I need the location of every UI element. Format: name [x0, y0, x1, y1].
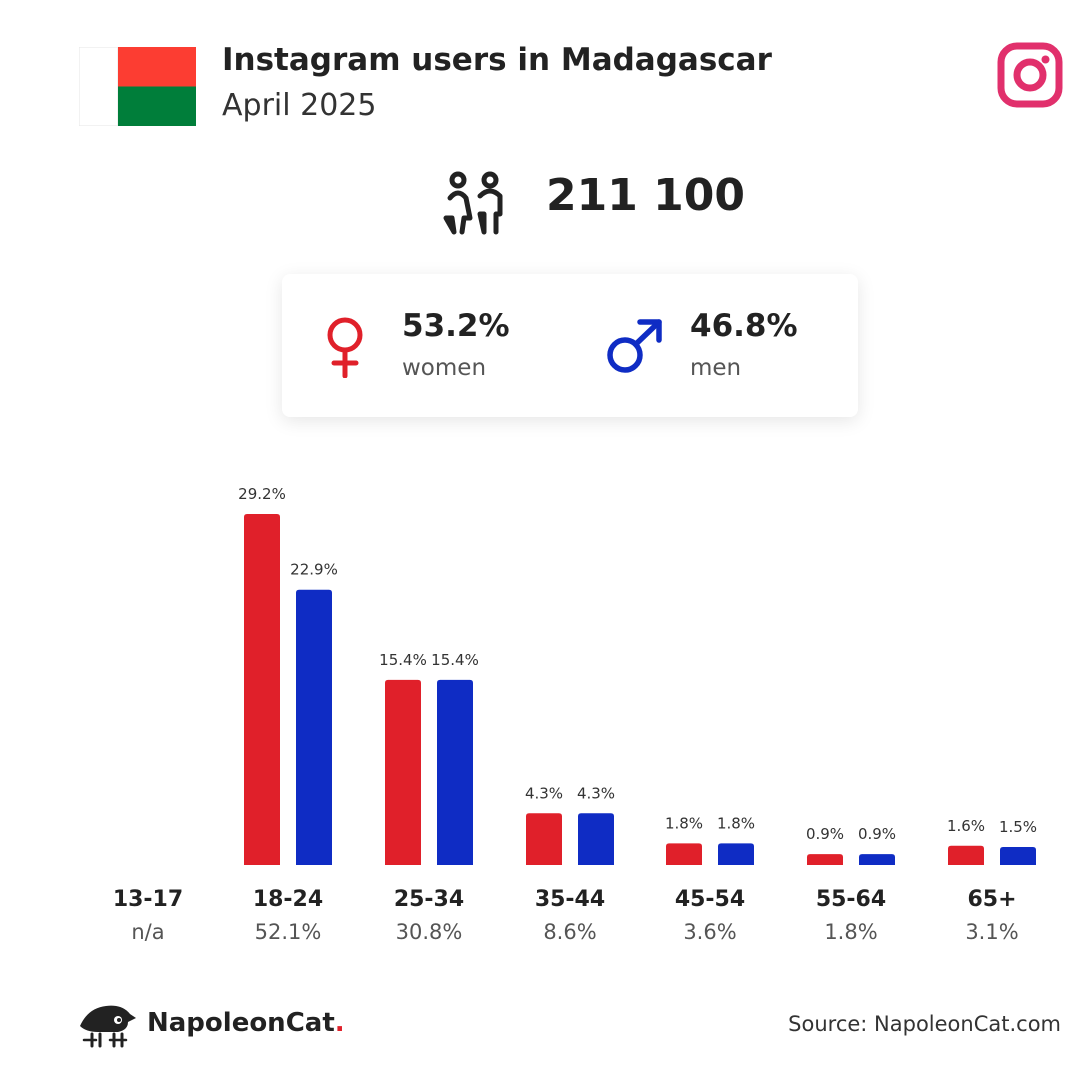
brand-dot: .	[334, 1008, 345, 1038]
data-label: 15.4%	[379, 651, 427, 669]
data-label: 1.8%	[717, 814, 755, 832]
brand-name[interactable]: NapoleonCat.	[147, 1008, 345, 1038]
bar-men-65+	[1000, 846, 1036, 865]
category-label: 13-17	[113, 887, 183, 912]
instagram-icon[interactable]	[997, 42, 1063, 108]
data-label: 0.9%	[806, 825, 844, 843]
category-total: n/a	[131, 920, 164, 944]
bar-women-65+	[948, 845, 984, 865]
gender-card: 53.2% women 46.8% men	[282, 274, 858, 417]
napoleoncat-logo-icon	[80, 1005, 136, 1048]
bar-men-45-54	[718, 843, 754, 865]
category-total: 1.8%	[824, 920, 877, 944]
data-label: 1.6%	[947, 817, 985, 835]
category-total: 3.6%	[683, 920, 736, 944]
category-total: 8.6%	[543, 920, 596, 944]
total-users-value: 211 100	[546, 170, 746, 221]
data-label: 0.9%	[858, 825, 896, 843]
data-label: 4.3%	[577, 784, 615, 802]
bar-women-18-24	[244, 514, 280, 865]
data-label: 29.2%	[238, 485, 286, 503]
women-label: women	[402, 355, 487, 381]
madagascar-flag-icon	[79, 47, 196, 126]
category-total: 30.8%	[396, 920, 463, 944]
source-text: Source: NapoleonCat.com	[788, 1012, 1061, 1036]
data-label: 15.4%	[431, 651, 479, 669]
bar-men-55-64	[859, 854, 895, 865]
page-subtitle: April 2025	[222, 88, 377, 123]
bar-women-35-44	[526, 813, 562, 865]
data-label: 4.3%	[525, 784, 563, 802]
brand-text: NapoleonCat	[147, 1008, 335, 1038]
category-label: 35-44	[535, 887, 605, 912]
women-percentage: 53.2%	[402, 308, 510, 344]
men-percentage: 46.8%	[690, 308, 798, 344]
bar-men-18-24	[296, 589, 332, 865]
category-label: 45-54	[675, 887, 745, 912]
data-label: 1.5%	[999, 818, 1037, 836]
male-symbol-icon	[607, 319, 662, 373]
bar-women-45-54	[666, 843, 702, 865]
data-label: 22.9%	[290, 561, 338, 579]
category-total: 52.1%	[255, 920, 322, 944]
bar-men-35-44	[578, 813, 614, 865]
age-gender-bar-chart: 13-17 n/a 29.2% 22.9% 18-24 52.1% 15.4% 15.4% 25…	[113, 485, 1037, 944]
page-title: Instagram users in Madagascar	[222, 42, 772, 78]
bar-women-25-34	[385, 679, 421, 865]
category-total: 3.1%	[965, 920, 1018, 944]
category-label: 18-24	[253, 887, 323, 912]
category-label: 55-64	[816, 887, 886, 912]
bar-men-25-34	[437, 679, 473, 865]
category-label: 65+	[967, 887, 1016, 912]
female-symbol-icon	[327, 317, 363, 378]
bar-women-55-64	[807, 854, 843, 865]
men-label: men	[690, 355, 742, 381]
people-icon	[443, 171, 503, 235]
category-label: 25-34	[394, 887, 464, 912]
data-label: 1.8%	[665, 814, 703, 832]
